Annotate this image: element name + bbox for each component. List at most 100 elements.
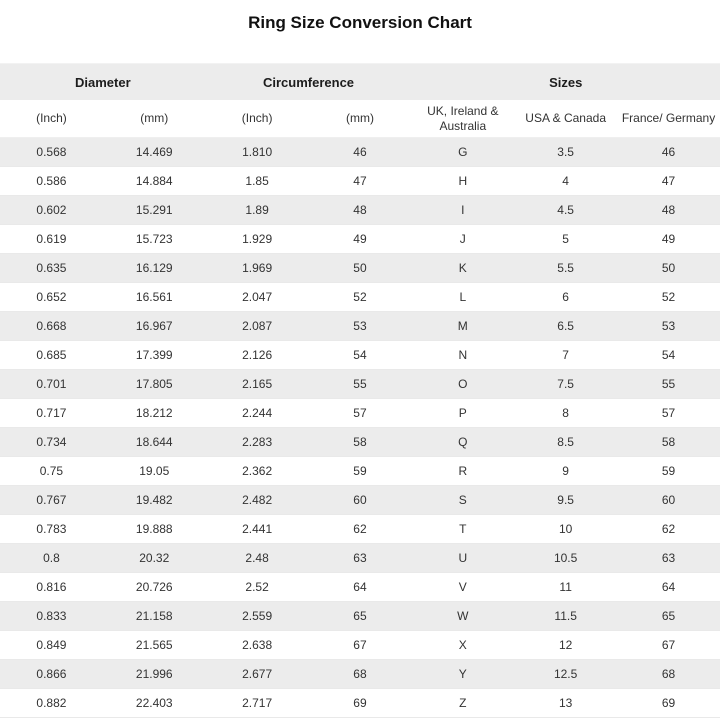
cell-circumference-mm: 69 bbox=[308, 688, 412, 718]
cell-diameter-inch: 0.586 bbox=[0, 166, 103, 196]
cell-diameter-mm: 21.158 bbox=[102, 601, 206, 631]
cell-uk-ireland-australia: X bbox=[411, 630, 515, 660]
cell-usa-canada: 3.5 bbox=[514, 137, 618, 167]
cell-diameter-mm: 19.888 bbox=[102, 514, 206, 544]
group-header-row: Diameter Circumference Sizes bbox=[0, 63, 720, 100]
cell-usa-canada: 9 bbox=[514, 456, 618, 486]
cell-circumference-mm: 67 bbox=[308, 630, 412, 660]
cell-diameter-mm: 14.469 bbox=[102, 137, 206, 167]
cell-circumference-inch: 2.126 bbox=[205, 340, 309, 370]
cell-diameter-inch: 0.652 bbox=[0, 282, 103, 312]
cell-usa-canada: 6 bbox=[514, 282, 618, 312]
cell-circumference-mm: 47 bbox=[308, 166, 412, 196]
cell-france-germany: 46 bbox=[617, 137, 720, 167]
cell-diameter-inch: 0.619 bbox=[0, 224, 103, 254]
cell-france-germany: 63 bbox=[617, 543, 720, 573]
table-row: 0.635 16.129 1.969 50 K 5.5 50 bbox=[0, 253, 720, 283]
cell-uk-ireland-australia: Y bbox=[411, 659, 515, 689]
cell-circumference-mm: 48 bbox=[308, 195, 412, 225]
cell-diameter-mm: 17.399 bbox=[102, 340, 206, 370]
cell-diameter-mm: 18.644 bbox=[102, 427, 206, 457]
cell-usa-canada: 4 bbox=[514, 166, 618, 196]
cell-uk-ireland-australia: L bbox=[411, 282, 515, 312]
cell-usa-canada: 5 bbox=[514, 224, 618, 254]
cell-france-germany: 54 bbox=[617, 340, 720, 370]
cell-uk-ireland-australia: H bbox=[411, 166, 515, 196]
cell-diameter-mm: 16.967 bbox=[102, 311, 206, 341]
cell-usa-canada: 7 bbox=[514, 340, 618, 370]
cell-uk-ireland-australia: M bbox=[411, 311, 515, 341]
cell-circumference-inch: 2.362 bbox=[205, 456, 309, 486]
column-header-circumference-inch: (Inch) bbox=[205, 100, 309, 138]
column-header-usa-canada: USA & Canada bbox=[514, 100, 618, 138]
table-row: 0.586 14.884 1.85 47 H 4 47 bbox=[0, 166, 720, 196]
cell-usa-canada: 10.5 bbox=[514, 543, 618, 573]
cell-diameter-inch: 0.668 bbox=[0, 311, 103, 341]
cell-uk-ireland-australia: O bbox=[411, 369, 515, 399]
cell-diameter-mm: 19.482 bbox=[102, 485, 206, 515]
cell-diameter-mm: 19.05 bbox=[102, 456, 206, 486]
cell-uk-ireland-australia: S bbox=[411, 485, 515, 515]
cell-circumference-mm: 49 bbox=[308, 224, 412, 254]
cell-diameter-mm: 20.32 bbox=[102, 543, 206, 573]
cell-france-germany: 50 bbox=[617, 253, 720, 283]
cell-circumference-inch: 2.48 bbox=[205, 543, 309, 573]
cell-uk-ireland-australia: T bbox=[411, 514, 515, 544]
table-row: 0.701 17.805 2.165 55 O 7.5 55 bbox=[0, 369, 720, 399]
ring-size-conversion-table: Diameter Circumference Sizes (Inch) (mm) (In… bbox=[0, 63, 720, 718]
cell-diameter-inch: 0.75 bbox=[0, 456, 103, 486]
cell-circumference-mm: 58 bbox=[308, 427, 412, 457]
cell-circumference-inch: 2.441 bbox=[205, 514, 309, 544]
cell-uk-ireland-australia: P bbox=[411, 398, 515, 428]
table-row: 0.668 16.967 2.087 53 M 6.5 53 bbox=[0, 311, 720, 341]
cell-diameter-mm: 16.129 bbox=[102, 253, 206, 283]
cell-usa-canada: 7.5 bbox=[514, 369, 618, 399]
column-header-uk-ireland-australia: UK, Ireland & Australia bbox=[411, 100, 515, 138]
page-title: Ring Size Conversion Chart bbox=[248, 13, 472, 32]
cell-diameter-inch: 0.767 bbox=[0, 485, 103, 515]
group-header-diameter: Diameter bbox=[0, 63, 206, 100]
cell-france-germany: 69 bbox=[617, 688, 720, 718]
cell-usa-canada: 6.5 bbox=[514, 311, 618, 341]
cell-diameter-mm: 16.561 bbox=[102, 282, 206, 312]
table-row: 0.734 18.644 2.283 58 Q 8.5 58 bbox=[0, 427, 720, 457]
cell-circumference-inch: 2.087 bbox=[205, 311, 309, 341]
cell-france-germany: 65 bbox=[617, 601, 720, 631]
cell-circumference-inch: 2.047 bbox=[205, 282, 309, 312]
cell-diameter-inch: 0.783 bbox=[0, 514, 103, 544]
table-row: 0.717 18.212 2.244 57 P 8 57 bbox=[0, 398, 720, 428]
cell-diameter-mm: 21.565 bbox=[102, 630, 206, 660]
cell-usa-canada: 12.5 bbox=[514, 659, 618, 689]
cell-diameter-mm: 15.291 bbox=[102, 195, 206, 225]
cell-diameter-inch: 0.833 bbox=[0, 601, 103, 631]
table-row: 0.816 20.726 2.52 64 V 11 64 bbox=[0, 572, 720, 602]
cell-diameter-inch: 0.685 bbox=[0, 340, 103, 370]
cell-circumference-mm: 59 bbox=[308, 456, 412, 486]
table-row: 0.619 15.723 1.929 49 J 5 49 bbox=[0, 224, 720, 254]
table-row: 0.8 20.32 2.48 63 U 10.5 63 bbox=[0, 543, 720, 573]
cell-circumference-inch: 2.717 bbox=[205, 688, 309, 718]
cell-circumference-inch: 1.810 bbox=[205, 137, 309, 167]
table-row: 0.866 21.996 2.677 68 Y 12.5 68 bbox=[0, 659, 720, 689]
cell-diameter-inch: 0.8 bbox=[0, 543, 103, 573]
cell-diameter-inch: 0.701 bbox=[0, 369, 103, 399]
cell-circumference-mm: 46 bbox=[308, 137, 412, 167]
cell-france-germany: 53 bbox=[617, 311, 720, 341]
cell-uk-ireland-australia: N bbox=[411, 340, 515, 370]
cell-diameter-mm: 21.996 bbox=[102, 659, 206, 689]
cell-france-germany: 64 bbox=[617, 572, 720, 602]
cell-diameter-inch: 0.635 bbox=[0, 253, 103, 283]
cell-usa-canada: 8 bbox=[514, 398, 618, 428]
cell-circumference-inch: 2.283 bbox=[205, 427, 309, 457]
cell-france-germany: 55 bbox=[617, 369, 720, 399]
cell-circumference-inch: 1.89 bbox=[205, 195, 309, 225]
cell-usa-canada: 4.5 bbox=[514, 195, 618, 225]
cell-usa-canada: 12 bbox=[514, 630, 618, 660]
cell-usa-canada: 11.5 bbox=[514, 601, 618, 631]
column-header-row: (Inch) (mm) (Inch) (mm) UK, Ireland & Austra… bbox=[0, 100, 720, 138]
table-body: 0.568 14.469 1.810 46 G 3.5 46 0.586 14.884 1.85 4… bbox=[0, 137, 720, 718]
cell-france-germany: 48 bbox=[617, 195, 720, 225]
table-row: 0.783 19.888 2.441 62 T 10 62 bbox=[0, 514, 720, 544]
cell-circumference-inch: 2.482 bbox=[205, 485, 309, 515]
